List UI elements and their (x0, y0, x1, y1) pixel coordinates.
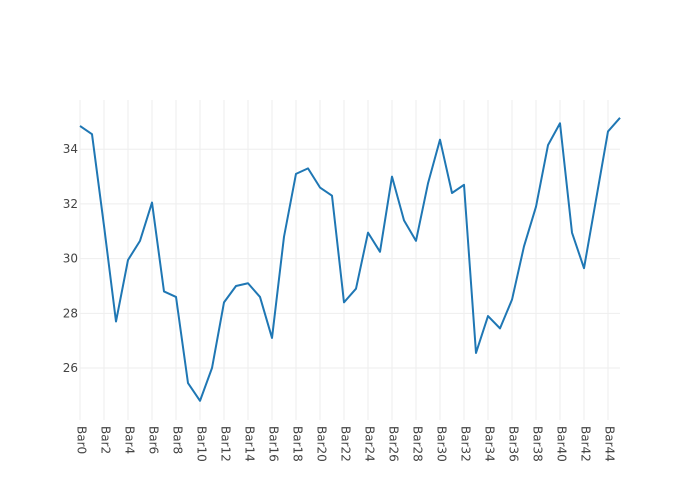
data-point (523, 245, 525, 247)
data-point (367, 232, 369, 234)
x-tick-label: Bar20 (315, 426, 329, 462)
data-point (463, 184, 465, 186)
x-tick-label: Bar2 (99, 426, 113, 454)
x-tick-label: Bar32 (459, 426, 473, 462)
data-point (439, 139, 441, 141)
data-point (379, 251, 381, 253)
data-point (619, 117, 621, 119)
y-tick-label: 26 (63, 361, 78, 375)
y-tick-label: 32 (63, 197, 78, 211)
data-point (559, 122, 561, 124)
data-point (139, 240, 141, 242)
data-point (319, 187, 321, 189)
data-point (499, 327, 501, 329)
data-point (451, 192, 453, 194)
x-axis-tick-labels: Bar0 Bar2 Bar4 Bar6 Bar8 Bar10 Bar12 Bar14 Bar16… (75, 426, 617, 462)
data-point (391, 176, 393, 178)
data-point (199, 400, 201, 402)
data-point (583, 267, 585, 269)
x-tick-label: Bar24 (363, 426, 377, 462)
x-tick-label: Bar44 (603, 426, 617, 462)
data-point (211, 367, 213, 369)
x-tick-label: Bar16 (267, 426, 281, 462)
data-point (571, 232, 573, 234)
data-point (79, 125, 81, 127)
data-point (163, 290, 165, 292)
x-tick-label: Bar42 (579, 426, 593, 462)
data-point (103, 225, 105, 227)
data-point (475, 352, 477, 354)
data-point (115, 321, 117, 323)
x-tick-label: Bar28 (411, 426, 425, 462)
x-tick-label: Bar8 (171, 426, 185, 454)
data-point (223, 301, 225, 303)
x-tick-label: Bar14 (243, 426, 257, 462)
data-point (427, 182, 429, 184)
x-tick-label: Bar0 (75, 426, 89, 454)
x-tick-label: Bar18 (291, 426, 305, 462)
data-point (607, 130, 609, 132)
data-point (127, 259, 129, 261)
y-axis-tick-labels: 26 28 30 32 34 (63, 142, 78, 375)
x-tick-label: Bar38 (531, 426, 545, 462)
data-point (247, 282, 249, 284)
x-tick-label: Bar36 (507, 426, 521, 462)
x-tick-label: Bar4 (123, 426, 137, 454)
data-point (595, 199, 597, 201)
data-point (271, 337, 273, 339)
x-tick-label: Bar40 (555, 426, 569, 462)
data-point (487, 315, 489, 317)
data-point (235, 285, 237, 287)
data-point (151, 202, 153, 204)
data-point (547, 144, 549, 146)
data-point (187, 382, 189, 384)
x-tick-label: Bar6 (147, 426, 161, 454)
data-point (295, 173, 297, 175)
y-tick-label: 30 (63, 252, 78, 266)
data-point (511, 299, 513, 301)
x-tick-label: Bar26 (387, 426, 401, 462)
data-point (259, 296, 261, 298)
data-point (307, 167, 309, 169)
x-tick-label: Bar12 (219, 426, 233, 462)
data-point (343, 301, 345, 303)
data-point (91, 133, 93, 135)
data-point (175, 296, 177, 298)
series-group (79, 117, 621, 402)
x-tick-label: Bar34 (483, 426, 497, 462)
x-tick-label: Bar22 (339, 426, 353, 462)
data-point (283, 236, 285, 238)
x-gridlines (79, 100, 609, 420)
data-point (415, 240, 417, 242)
series-line (79, 117, 621, 402)
data-point (355, 288, 357, 290)
data-point (331, 195, 333, 197)
x-tick-label: Bar30 (435, 426, 449, 462)
data-point (403, 219, 405, 221)
y-gridlines (80, 148, 620, 369)
y-tick-label: 34 (63, 142, 78, 156)
y-tick-label: 28 (63, 306, 78, 320)
data-point (535, 206, 537, 208)
x-tick-label: Bar10 (195, 426, 209, 462)
